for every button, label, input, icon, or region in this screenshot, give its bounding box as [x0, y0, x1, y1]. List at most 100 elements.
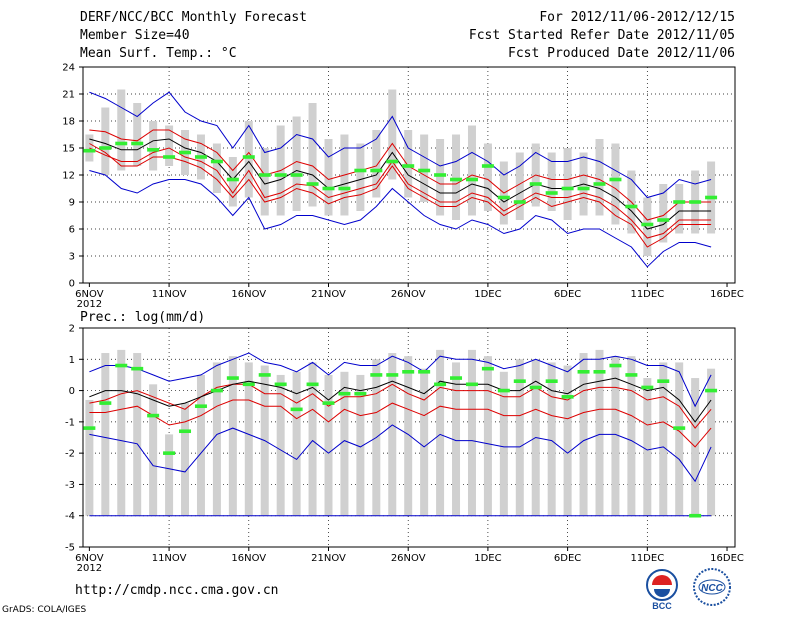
min-line: [89, 424, 712, 483]
y-tick-label: 9: [69, 198, 75, 209]
ensemble-box: [340, 371, 349, 516]
median-marker: [115, 363, 128, 368]
ensemble-box: [467, 125, 476, 216]
ensemble-box: [659, 362, 668, 516]
ensemble-box: [388, 89, 397, 180]
median-marker: [290, 173, 303, 177]
ensemble-box: [420, 368, 429, 516]
y-tick-label: -5: [65, 543, 75, 554]
y-tick-label: -3: [65, 480, 75, 491]
median-marker: [115, 141, 128, 146]
source-url[interactable]: http://cmdp.ncc.cma.gov.cn: [75, 583, 279, 598]
x-tick-label: 1DEC: [474, 289, 501, 300]
median-marker: [545, 191, 558, 195]
median-marker: [513, 200, 526, 204]
median-marker: [354, 168, 367, 173]
ensemble-mean-line: [89, 138, 712, 230]
median-marker: [529, 182, 542, 186]
ensemble-box: [244, 362, 253, 516]
median-marker: [147, 148, 160, 152]
ensemble-box: [324, 374, 333, 516]
median-marker: [609, 177, 622, 182]
bcc-logo-text: BCC: [652, 601, 672, 611]
median-marker: [226, 177, 239, 182]
x-tick-sublabel: 2012: [77, 299, 102, 310]
ensemble-box: [595, 139, 604, 216]
median-marker: [450, 177, 463, 182]
median-marker: [179, 429, 192, 434]
median-marker: [322, 186, 335, 191]
x-tick-label: 11NOV: [152, 553, 187, 564]
ensemble-box: [276, 374, 285, 516]
median-marker: [210, 159, 223, 164]
median-marker: [497, 388, 510, 393]
median-marker: [274, 382, 287, 387]
median-marker: [306, 182, 319, 186]
y-tick-label: 21: [62, 90, 75, 101]
ensemble-box: [563, 148, 572, 220]
median-marker: [370, 168, 383, 173]
min-line: [89, 170, 712, 268]
median-marker: [242, 155, 255, 159]
median-marker: [306, 382, 319, 387]
lower-band-line: [89, 147, 712, 239]
median-marker: [689, 200, 702, 204]
x-tick-label: 11DEC: [630, 553, 664, 564]
chart-title: DERF/NCC/BCC Monthly Forecast: [80, 10, 307, 25]
ensemble-box: [101, 107, 110, 175]
max-line: [89, 91, 712, 199]
y-tick-label: -1: [65, 417, 75, 428]
median-marker: [163, 451, 176, 455]
ensemble-box: [228, 356, 237, 516]
median-marker: [705, 195, 718, 200]
upper-band-line: [89, 383, 712, 429]
median-marker: [434, 173, 447, 177]
x-tick-label: 1DEC: [474, 553, 501, 564]
median-marker: [434, 382, 447, 387]
median-marker: [370, 373, 383, 377]
ensemble-box: [85, 399, 94, 516]
median-marker: [673, 426, 686, 430]
y-tick-label: 15: [62, 144, 75, 155]
ensemble-box: [404, 356, 413, 516]
ensemble-box: [212, 143, 221, 193]
median-marker: [641, 222, 654, 227]
ensemble-box: [627, 356, 636, 516]
x-tick-label: 6NOV: [75, 553, 104, 564]
median-marker: [258, 373, 271, 377]
ensemble-box: [675, 362, 684, 516]
median-marker: [577, 186, 590, 191]
median-marker: [99, 146, 112, 150]
y-tick-label: 0: [69, 279, 75, 290]
ensemble-box: [707, 368, 716, 516]
ensemble-box: [372, 130, 381, 198]
median-marker: [657, 379, 670, 383]
median-marker: [657, 218, 670, 222]
y-tick-label: 12: [62, 171, 75, 182]
median-marker: [194, 404, 207, 409]
ensemble-box: [436, 349, 445, 516]
median-marker: [609, 363, 622, 368]
y-tick-label: 2: [69, 324, 75, 335]
ensemble-box: [308, 103, 317, 207]
median-marker: [354, 391, 367, 396]
ensemble-box: [101, 353, 110, 516]
ensemble-box: [356, 143, 365, 211]
ensemble-box: [133, 353, 142, 516]
ensemble-box: [356, 374, 365, 516]
ensemble-box: [467, 349, 476, 516]
x-tick-label: 6DEC: [554, 289, 581, 300]
x-tick-label: 6DEC: [554, 553, 581, 564]
median-marker: [561, 186, 574, 191]
median-marker: [131, 366, 144, 371]
median-marker: [641, 385, 654, 390]
ensemble-box: [515, 359, 524, 516]
ensemble-box: [292, 116, 301, 211]
member-size-label: Member Size=40: [80, 28, 190, 43]
ensemble-box: [324, 139, 333, 216]
upper-band-line: [89, 129, 712, 221]
median-marker: [673, 200, 686, 204]
ensemble-box: [117, 89, 126, 171]
